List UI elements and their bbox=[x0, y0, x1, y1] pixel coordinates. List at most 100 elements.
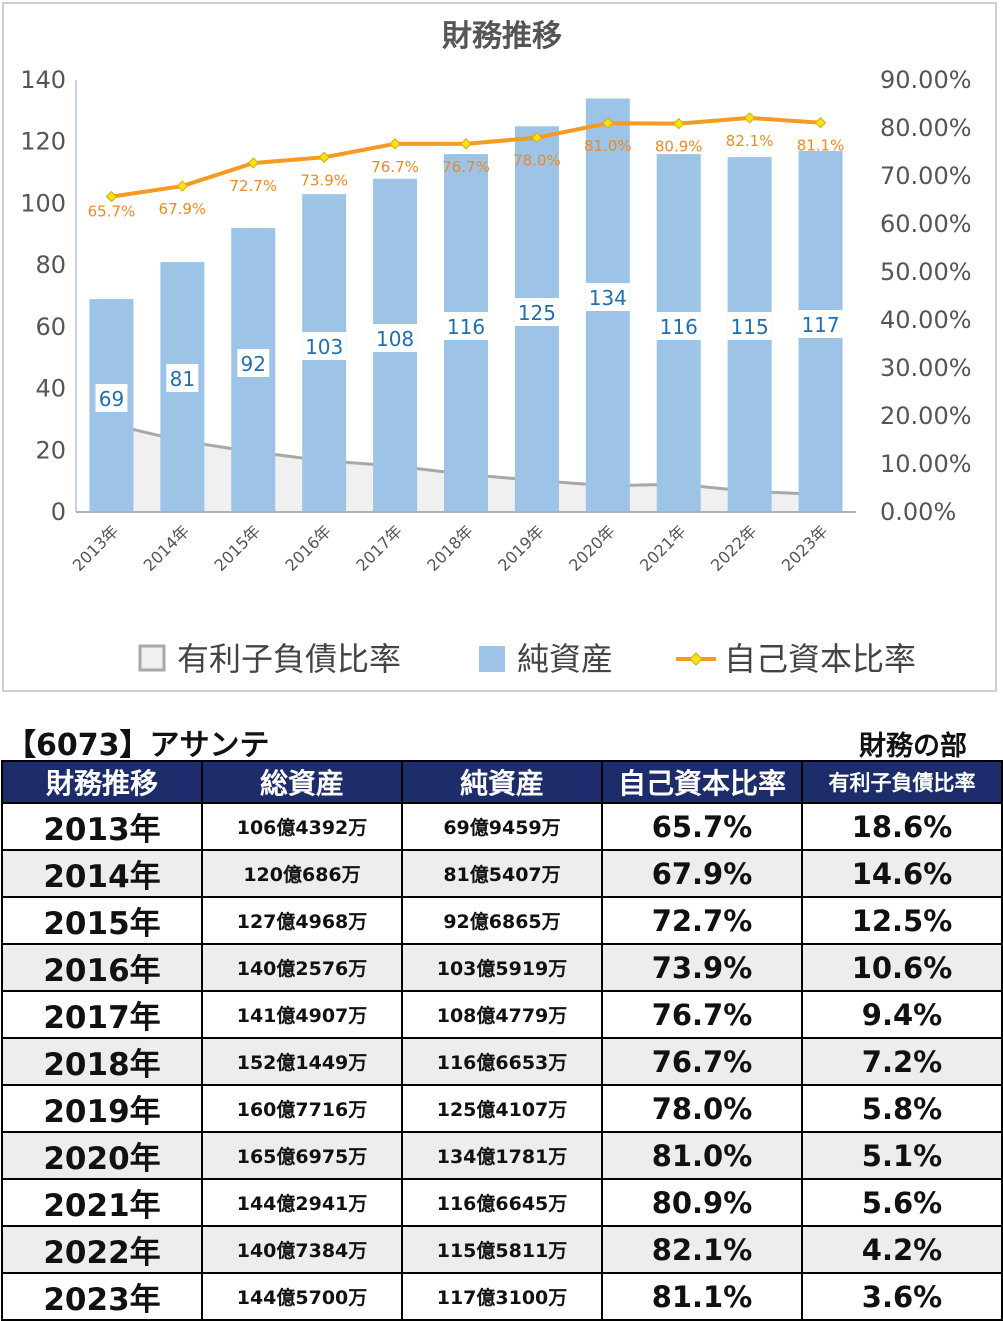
equity-ratio-point bbox=[247, 157, 259, 169]
x-tick-label: 2014年 bbox=[140, 521, 194, 575]
net-assets-label-box bbox=[514, 298, 559, 326]
equity-ratio-point bbox=[389, 138, 401, 150]
x-tick-label: 2023年 bbox=[778, 521, 832, 575]
table-section: 【6073】アサンテ 財務の部 財務推移 総資産 純資産 自己資本比率 有利子負… bbox=[0, 720, 1003, 1321]
cell-net-assets: 117億3100万 bbox=[401, 1272, 603, 1321]
y-tick-left: 120 bbox=[20, 128, 66, 156]
cell-equity-ratio: 78.0% bbox=[601, 1084, 803, 1133]
cell-net-assets: 116億6653万 bbox=[401, 1037, 603, 1086]
net-assets-value-label: 116 bbox=[447, 315, 485, 339]
cell-equity-ratio: 81.0% bbox=[601, 1131, 803, 1180]
table-row: 2019年 160億7716万 125億4107万 78.0% 5.8% bbox=[1, 1084, 1003, 1133]
equity-ratio-value-label: 80.9% bbox=[655, 138, 703, 156]
x-tick-label: 2013年 bbox=[69, 521, 123, 575]
equity-ratio-point bbox=[105, 190, 118, 203]
y-tick-left: 40 bbox=[35, 375, 66, 403]
x-tick-label: 2022年 bbox=[707, 521, 761, 575]
cell-year: 2022年 bbox=[1, 1225, 203, 1274]
chart-title: 財務推移 bbox=[442, 19, 562, 54]
table-header-bar: 【6073】アサンテ 財務の部 bbox=[0, 720, 1003, 763]
cell-equity-ratio: 65.7% bbox=[601, 802, 803, 851]
y-tick-right: 40.00% bbox=[880, 306, 972, 334]
cell-net-assets: 116億6645万 bbox=[401, 1178, 603, 1227]
chart-frame: 財務推移 0 20 40 60 80 100 120 140 0.00% 10.00% 20.00% 3… bbox=[2, 2, 997, 692]
cell-total-assets: 152億1449万 bbox=[201, 1037, 403, 1086]
header-net-assets: 純資産 bbox=[401, 760, 603, 804]
y-tick-right: 20.00% bbox=[880, 402, 972, 430]
table-header-row: 財務推移 総資産 純資産 自己資本比率 有利子負債比率 bbox=[1, 760, 1003, 804]
cell-year: 2015年 bbox=[1, 896, 203, 945]
cell-debt-ratio: 10.6% bbox=[801, 943, 1003, 992]
net-assets-value-label: 134 bbox=[589, 286, 627, 310]
equity-ratio-value-label: 78.0% bbox=[513, 152, 561, 170]
cell-equity-ratio: 67.9% bbox=[601, 849, 803, 898]
y-tick-right: 30.00% bbox=[880, 354, 972, 382]
header-year: 財務推移 bbox=[1, 760, 203, 804]
y-tick-left: 0 bbox=[51, 498, 66, 526]
cell-debt-ratio: 18.6% bbox=[801, 802, 1003, 851]
table-row: 2015年 127億4968万 92億6865万 72.7% 12.5% bbox=[1, 896, 1003, 945]
header-total-assets: 総資産 bbox=[201, 760, 403, 804]
y-tick-right: 80.00% bbox=[880, 114, 972, 142]
y-tick-right: 50.00% bbox=[880, 258, 972, 286]
cell-debt-ratio: 7.2% bbox=[801, 1037, 1003, 1086]
y-tick-right: 70.00% bbox=[880, 162, 972, 190]
cell-net-assets: 69億9459万 bbox=[401, 802, 603, 851]
equity-ratio-value-label: 82.1% bbox=[726, 132, 774, 150]
cell-debt-ratio: 4.2% bbox=[801, 1225, 1003, 1274]
cell-net-assets: 103億5919万 bbox=[401, 943, 603, 992]
equity-ratio-value-label: 67.9% bbox=[159, 200, 207, 218]
cell-debt-ratio: 3.6% bbox=[801, 1272, 1003, 1321]
equity-ratio-point bbox=[176, 180, 189, 192]
legend-swatch-net-assets bbox=[479, 646, 505, 672]
cell-net-assets: 108億4779万 bbox=[401, 990, 603, 1039]
y-tick-right: 10.00% bbox=[880, 450, 972, 478]
cell-debt-ratio: 12.5% bbox=[801, 896, 1003, 945]
x-tick-label: 2018年 bbox=[423, 521, 477, 575]
cell-debt-ratio: 9.4% bbox=[801, 990, 1003, 1039]
table-row: 2017年 141億4907万 108億4779万 76.7% 9.4% bbox=[1, 990, 1003, 1039]
table-row: 2020年 165億6975万 134億1781万 81.0% 5.1% bbox=[1, 1131, 1003, 1180]
equity-ratio-value-label: 76.7% bbox=[442, 158, 490, 176]
net-assets-value-label: 115 bbox=[731, 315, 769, 339]
legend-label-net-assets: 純資産 bbox=[517, 640, 613, 678]
cell-total-assets: 140億7384万 bbox=[201, 1225, 403, 1274]
y-tick-left: 20 bbox=[35, 436, 66, 464]
cell-net-assets: 134億1781万 bbox=[401, 1131, 603, 1180]
net-assets-value-label: 69 bbox=[99, 387, 124, 411]
cell-equity-ratio: 80.9% bbox=[601, 1178, 803, 1227]
table-row: 2016年 140億2576万 103億5919万 73.9% 10.6% bbox=[1, 943, 1003, 992]
y-tick-right: 0.00% bbox=[880, 498, 956, 526]
finance-chart: 財務推移 0 20 40 60 80 100 120 140 0.00% 10.00% 20.00% 3… bbox=[20, 19, 972, 678]
equity-ratio-point bbox=[743, 112, 756, 124]
net-assets-value-label: 103 bbox=[305, 335, 343, 359]
cell-year: 2019年 bbox=[1, 1084, 203, 1133]
table-row: 2022年 140億7384万 115億5811万 82.1% 4.2% bbox=[1, 1225, 1003, 1274]
equity-ratio-point bbox=[602, 117, 614, 129]
cell-total-assets: 120億686万 bbox=[201, 849, 403, 898]
net-assets-label-box bbox=[373, 324, 418, 352]
cell-equity-ratio: 73.9% bbox=[601, 943, 803, 992]
cell-total-assets: 140億2576万 bbox=[201, 943, 403, 992]
legend-marker-equity-ratio bbox=[689, 652, 703, 666]
equity-ratio-value-label: 76.7% bbox=[371, 158, 419, 176]
net-assets-label-box bbox=[798, 310, 843, 338]
equity-ratio-point bbox=[814, 117, 827, 129]
x-tick-label: 2021年 bbox=[636, 521, 690, 575]
equity-ratio-value-label: 65.7% bbox=[88, 203, 136, 221]
cell-equity-ratio: 76.7% bbox=[601, 1037, 803, 1086]
cell-year: 2018年 bbox=[1, 1037, 203, 1086]
equity-ratio-point bbox=[673, 117, 685, 130]
cell-debt-ratio: 14.6% bbox=[801, 849, 1003, 898]
cell-total-assets: 141億4907万 bbox=[201, 990, 403, 1039]
cell-year: 2016年 bbox=[1, 943, 203, 992]
equity-ratio-point bbox=[318, 151, 330, 163]
cell-year: 2023年 bbox=[1, 1272, 203, 1321]
cell-equity-ratio: 76.7% bbox=[601, 990, 803, 1039]
net-assets-value-label: 125 bbox=[518, 301, 556, 325]
net-assets-label-box bbox=[237, 349, 270, 377]
cell-total-assets: 144億5700万 bbox=[201, 1272, 403, 1321]
table-row: 2013年 106億4392万 69億9459万 65.7% 18.6% bbox=[1, 802, 1003, 851]
cell-year: 2013年 bbox=[1, 802, 203, 851]
net-assets-value-label: 92 bbox=[241, 352, 266, 376]
